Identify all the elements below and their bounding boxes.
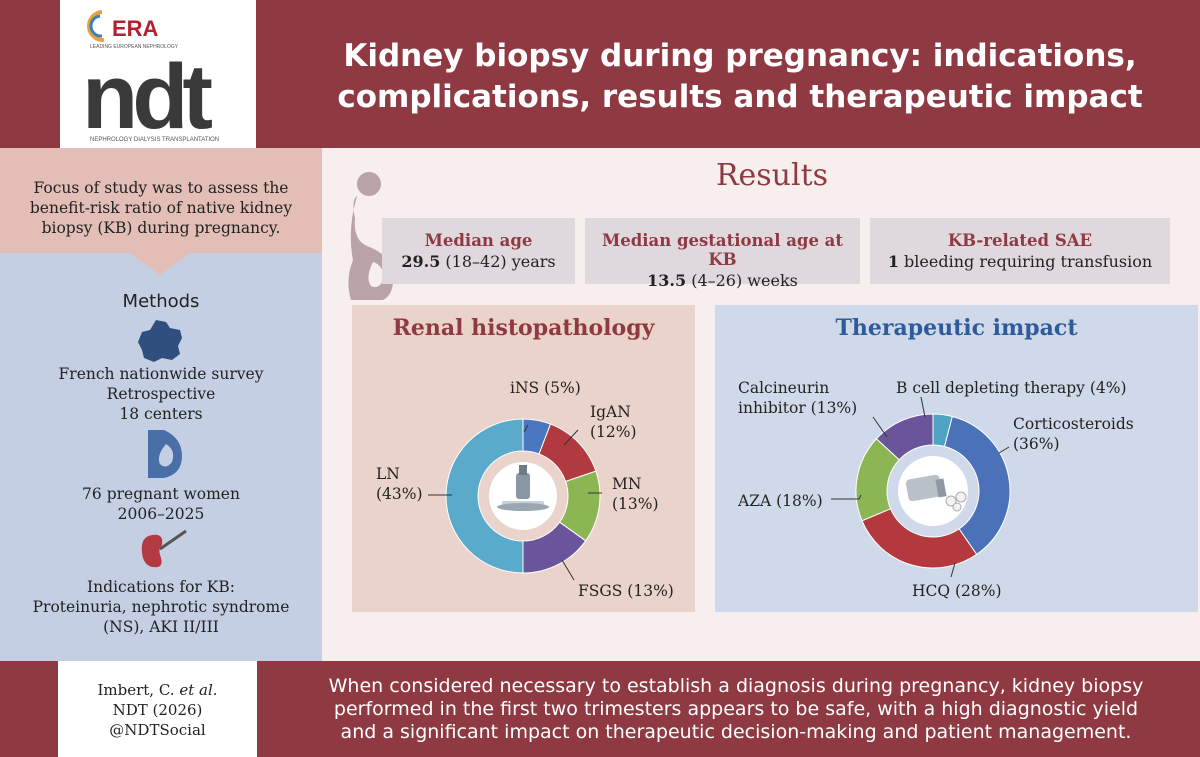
label-ln: LN (43%) (376, 465, 423, 503)
focus-text: Focus of study was to assess the benefit… (10, 178, 312, 238)
conclusion-line-1: When considered necessary to establish a… (328, 675, 1144, 697)
label-corticosteroids: Corticosteroids (36%) (1013, 415, 1134, 453)
thera-slice-calcineurin-inhibitor (875, 413, 934, 461)
indications-line-1: Indications for KB: (87, 578, 235, 596)
label-aza: AZA (18%) (738, 492, 823, 510)
indications-text: Indications for KB: Proteinuria, nephrot… (10, 577, 312, 637)
france-map-icon (138, 320, 182, 362)
stat-heading: Median age (424, 231, 533, 250)
pregnant-belly-icon (148, 430, 182, 478)
citation-journal: NDT (2026) (112, 701, 203, 719)
label-calcineurin: Calcineurin inhibitor (13%) (738, 379, 858, 417)
page-title: Kidney biopsy during pregnancy: indicati… (300, 36, 1180, 118)
label-ins: iNS (5%) (510, 379, 581, 397)
indications-line-3: (NS), AKI II/III (103, 618, 219, 636)
stat-heading: KB-related SAE (947, 231, 1093, 250)
stat-value: 13.5 (4–26) weeks (647, 271, 798, 290)
citation-text: Imbert, C. et al. NDT (2026) @NDTSocial (58, 680, 257, 740)
stat-heading: Median gestational age at KB (601, 231, 843, 269)
survey-line-1: French nationwide survey (58, 365, 264, 383)
histopathology-title: Renal histopathology (392, 315, 655, 341)
methods-title: Methods (122, 291, 200, 312)
thera-slice-corticosteroids (943, 415, 1011, 556)
kidney-biopsy-icon (141, 529, 187, 568)
citation-handle: @NDTSocial (109, 721, 206, 739)
citation-box (58, 661, 257, 757)
logo-era-text: ERA (112, 16, 159, 41)
stat-value: 29.5 (18–42) years (401, 252, 556, 271)
focus-line-1: Focus of study was to assess the (33, 179, 289, 197)
women-text: 76 pregnant women 2006–2025 (10, 484, 312, 524)
conclusion-line-2: performed in the first two trimesters ap… (333, 698, 1139, 720)
logo-ndt-sub: NEPHROLOGY DIALYSIS TRANSPLANTATION (90, 137, 219, 143)
survey-line-3: 18 centers (119, 405, 203, 423)
label-igan: IgAN (12%) (590, 403, 637, 441)
stat-card-sae: KB-related SAE 1 bleeding requiring tran… (870, 218, 1170, 284)
focus-arrow (130, 253, 190, 275)
conclusion-line-3: and a significant impact on therapeutic … (340, 721, 1132, 743)
results-title: Results (715, 158, 829, 193)
conclusion-text: When considered necessary to establish a… (276, 675, 1196, 744)
title-line-2: complications, results and therapeutic i… (337, 79, 1143, 115)
survey-line-2: Retrospective (106, 385, 216, 403)
label-fsgs: FSGS (13%) (578, 582, 674, 600)
focus-box (0, 148, 322, 253)
women-line-1: 76 pregnant women (82, 485, 240, 503)
therapeutic-title: Therapeutic impact (835, 315, 1078, 341)
journal-logo: ERA LEADING EUROPEAN NEPHROLOGY ndt NEPH… (60, 0, 256, 148)
label-mn: MN (13%) (612, 475, 659, 513)
pill-bottle-icon (905, 474, 967, 512)
focus-line-2: benefit-risk ratio of native kidney (29, 199, 293, 217)
women-line-2: 2006–2025 (117, 505, 205, 523)
stat-value: 1 bleeding requiring transfusion (887, 252, 1153, 271)
indications-line-2: Proteinuria, nephrotic syndrome (32, 598, 290, 616)
focus-line-3: biopsy (KB) during pregnancy. (41, 219, 281, 237)
title-line-1: Kidney biopsy during pregnancy: indicati… (343, 38, 1137, 74)
label-bcell: B cell depleting therapy (4%) (896, 379, 1127, 397)
histopathology-donut-chart (428, 418, 602, 581)
label-hcq: HCQ (28%) (912, 582, 1002, 600)
survey-text: French nationwide survey Retrospective 1… (10, 364, 312, 424)
microscope-icon (497, 465, 549, 511)
logo-era-sub: LEADING EUROPEAN NEPHROLOGY (90, 44, 179, 50)
citation-author: Imbert, C. et al. (97, 681, 218, 699)
therapeutic-donut-chart (831, 396, 1011, 578)
stat-card-age: Median age 29.5 (18–42) years (382, 218, 575, 284)
histo-slice-ln (445, 418, 524, 574)
ndt-logo-icon: ERA LEADING EUROPEAN NEPHROLOGY ndt NEPH… (82, 10, 219, 148)
logo-ndt-text: ndt (82, 46, 212, 148)
stat-card-gestational: Median gestational age at KB 13.5 (4–26)… (585, 218, 860, 290)
